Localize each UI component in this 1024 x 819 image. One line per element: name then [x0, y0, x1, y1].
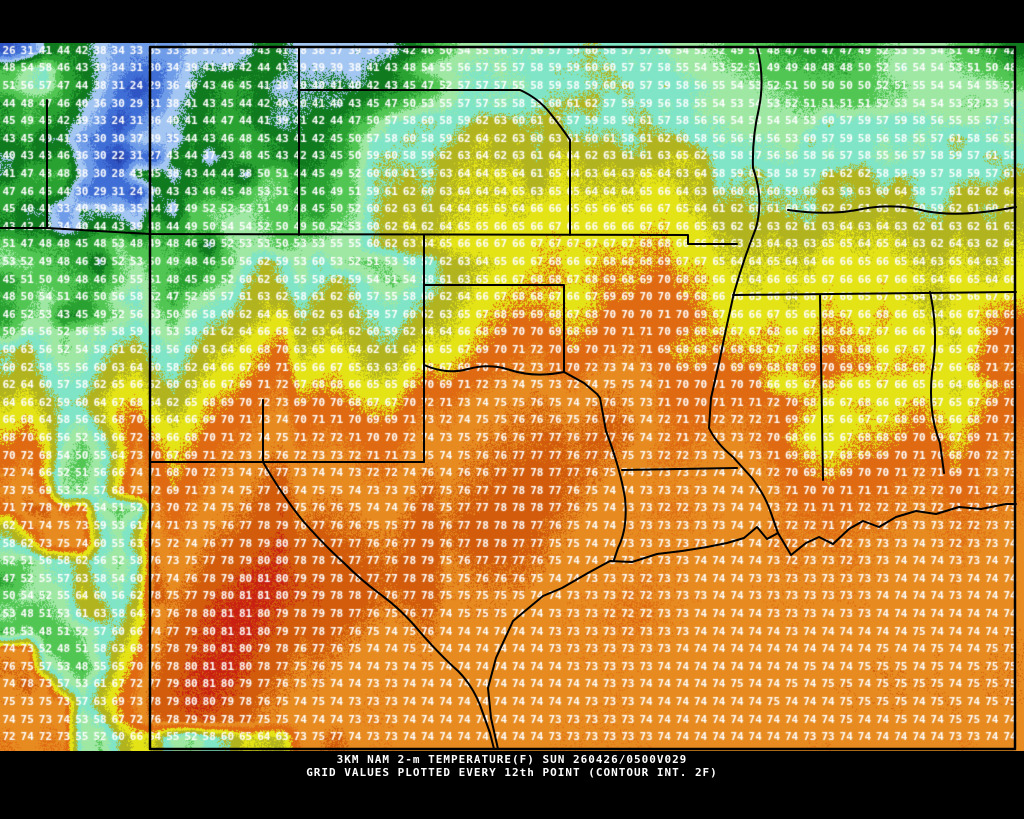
map-caption: 3KM NAM 2-m TEMPERATURE(F) SUN 260426/05… — [0, 753, 1024, 779]
weather-map — [0, 43, 1024, 751]
temperature-field-canvas — [0, 43, 1024, 751]
caption-line-1: 3KM NAM 2-m TEMPERATURE(F) SUN 260426/05… — [336, 753, 688, 766]
caption-line-2: GRID VALUES PLOTTED EVERY 12th POINT (CO… — [306, 766, 718, 779]
